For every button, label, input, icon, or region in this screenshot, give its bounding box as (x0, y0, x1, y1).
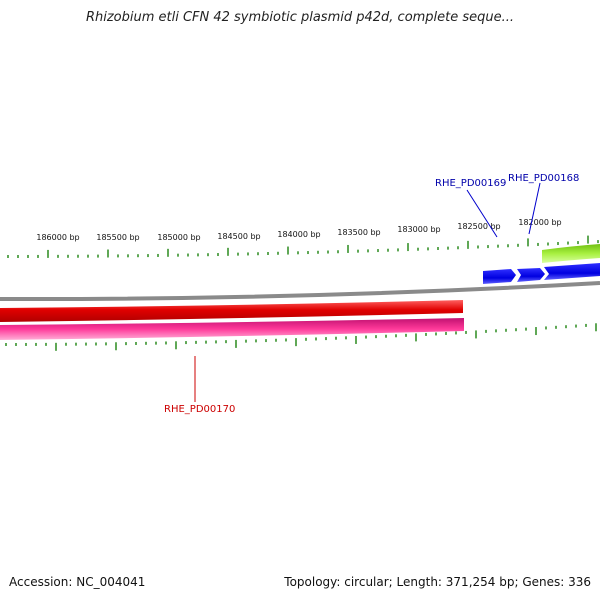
backbone-arc (0, 281, 600, 302)
callout-line-rhe-pd00168 (528, 182, 541, 235)
ruler-label: 183000 bp (397, 225, 440, 234)
gene-label-rhe-pd00169[interactable]: RHE_PD00169 (435, 178, 506, 189)
map-title: Rhizobium etli CFN 42 symbiotic plasmid … (85, 10, 515, 25)
gene-rhe-pd00169-feature-b[interactable] (517, 268, 545, 282)
gene-rhe-pd00170-feature-pink[interactable] (0, 318, 464, 340)
accession-text: Accession: NC_004041 (9, 575, 146, 589)
ruler-label: 184000 bp (277, 230, 320, 239)
inner-ruler (5, 323, 597, 351)
gene-rhe-pd00169-feature-c[interactable] (544, 263, 600, 280)
topology-summary: Topology: circular; Length: 371,254 bp; … (284, 575, 591, 589)
callout-line-rhe-pd00169 (466, 189, 498, 238)
outer-ruler (7, 235, 599, 258)
ruler-label: 183500 bp (337, 228, 380, 237)
gene-label-rhe-pd00168[interactable]: RHE_PD00168 (508, 173, 579, 184)
ruler-label: 182500 bp (457, 222, 500, 231)
ruler-label: 185500 bp (96, 233, 139, 242)
ruler-labels: 186000 bp 185500 bp 185000 bp 184500 bp 1840… (36, 218, 561, 242)
ruler-label: 184500 bp (217, 232, 260, 241)
gene-rhe-pd00170-feature[interactable] (0, 300, 463, 322)
gene-label-rhe-pd00170[interactable]: RHE_PD00170 (164, 404, 235, 415)
gene-rhe-pd00168-feature[interactable] (542, 244, 600, 263)
ruler-label: 182000 bp (518, 218, 561, 227)
gene-rhe-pd00169-feature-a[interactable] (483, 269, 516, 284)
ruler-label: 185000 bp (157, 233, 200, 242)
ruler-label: 186000 bp (36, 233, 79, 242)
